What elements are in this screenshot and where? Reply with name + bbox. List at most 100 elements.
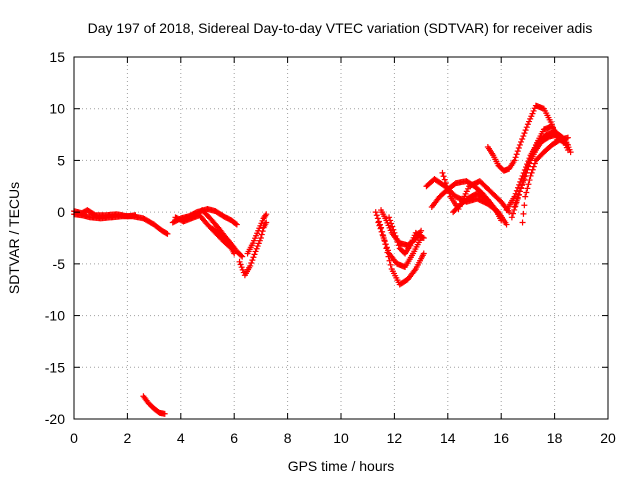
- data-point: [513, 187, 520, 194]
- data-point: [161, 410, 168, 417]
- data-point: [382, 241, 389, 248]
- data-point: [390, 226, 397, 233]
- data-point: [524, 166, 531, 173]
- data-point: [250, 254, 257, 261]
- data-point: [529, 110, 536, 117]
- data-point: [511, 203, 518, 210]
- data-point: [262, 212, 269, 219]
- data-series: [511, 131, 574, 210]
- y-tick-label: -20: [45, 411, 65, 427]
- data-point: [239, 253, 246, 260]
- data-point: [526, 177, 533, 184]
- data-point: [531, 160, 538, 167]
- data-point: [263, 219, 270, 226]
- data-point: [519, 219, 526, 226]
- data-point: [384, 247, 391, 254]
- data-point: [392, 232, 399, 239]
- x-tick-label: 10: [333, 430, 349, 446]
- data-point: [254, 243, 261, 250]
- y-tick-label: -15: [45, 359, 65, 375]
- data-point: [232, 220, 239, 227]
- data-point: [395, 242, 402, 249]
- data-point: [514, 194, 521, 201]
- data-point: [378, 228, 385, 235]
- grid-lines: [74, 57, 608, 419]
- y-tick-label: 0: [57, 204, 65, 220]
- data-point: [524, 121, 531, 128]
- data-point: [518, 138, 525, 145]
- data-point: [377, 225, 384, 232]
- data-point: [522, 127, 529, 134]
- chart-title: Day 197 of 2018, Sidereal Day-to-day VTE…: [88, 20, 593, 36]
- data-point: [238, 264, 245, 271]
- data-point: [394, 239, 401, 246]
- data-point: [530, 163, 537, 170]
- data-point: [388, 220, 395, 227]
- data-point: [514, 148, 521, 155]
- x-tick-label: 4: [177, 430, 185, 446]
- data-point: [236, 258, 243, 265]
- data-series: [386, 214, 427, 257]
- data-point: [519, 136, 526, 143]
- y-axis-label: SDTVAR / TECUs: [6, 182, 22, 294]
- data-point: [519, 182, 526, 189]
- data-point: [375, 219, 382, 226]
- data-point: [515, 191, 522, 198]
- data-point: [527, 115, 534, 122]
- y-tick-label: 5: [57, 152, 65, 168]
- data-point: [528, 169, 535, 176]
- data-point: [516, 188, 523, 195]
- data-point: [520, 179, 527, 186]
- data-point: [522, 193, 529, 200]
- y-tick-label: 15: [49, 49, 65, 65]
- data-point: [446, 190, 453, 197]
- y-tick-label: -10: [45, 308, 65, 324]
- data-point: [523, 169, 530, 176]
- data-point: [393, 236, 400, 243]
- data-point: [530, 107, 537, 114]
- data-point: [523, 124, 530, 131]
- x-tick-label: 2: [124, 430, 132, 446]
- data-point: [440, 173, 447, 180]
- data-point: [498, 217, 505, 224]
- x-tick-label: 18: [547, 430, 563, 446]
- x-tick-label: 20: [600, 430, 616, 446]
- data-point: [515, 145, 522, 152]
- data-point: [439, 169, 446, 176]
- data-point: [389, 223, 396, 230]
- data-point: [442, 180, 449, 187]
- data-point: [253, 245, 260, 252]
- data-point: [387, 217, 394, 224]
- data-point: [420, 250, 427, 257]
- data-point: [516, 141, 523, 148]
- data-point: [418, 227, 425, 234]
- data-point: [386, 257, 393, 264]
- data-point: [522, 172, 529, 179]
- data-series: [209, 225, 246, 260]
- data-point: [379, 231, 386, 238]
- x-tick-label: 14: [440, 430, 456, 446]
- data-point: [239, 266, 246, 273]
- data-point: [513, 197, 520, 204]
- data-point: [523, 189, 530, 196]
- data-point: [373, 212, 380, 219]
- x-tick-label: 6: [230, 430, 238, 446]
- data-point: [255, 240, 262, 247]
- data-point: [257, 235, 264, 241]
- data-point: [387, 261, 394, 268]
- data-point: [520, 210, 527, 217]
- plot-frame: [73, 56, 609, 420]
- data-point: [258, 231, 265, 238]
- y-tick-label: -5: [53, 256, 66, 272]
- data-point: [527, 172, 534, 179]
- axis-ticks: 0 2 4 6 8 10 12 14 16 18 20 -20 -15 -10 -5 0 5 10 15: [45, 49, 616, 446]
- data-point: [508, 214, 515, 221]
- data-point: [529, 166, 536, 173]
- data-point: [233, 221, 240, 228]
- data-point: [252, 248, 259, 255]
- data-point: [249, 257, 256, 264]
- data-point: [521, 202, 528, 209]
- data-point: [386, 214, 393, 221]
- data-point: [512, 154, 519, 161]
